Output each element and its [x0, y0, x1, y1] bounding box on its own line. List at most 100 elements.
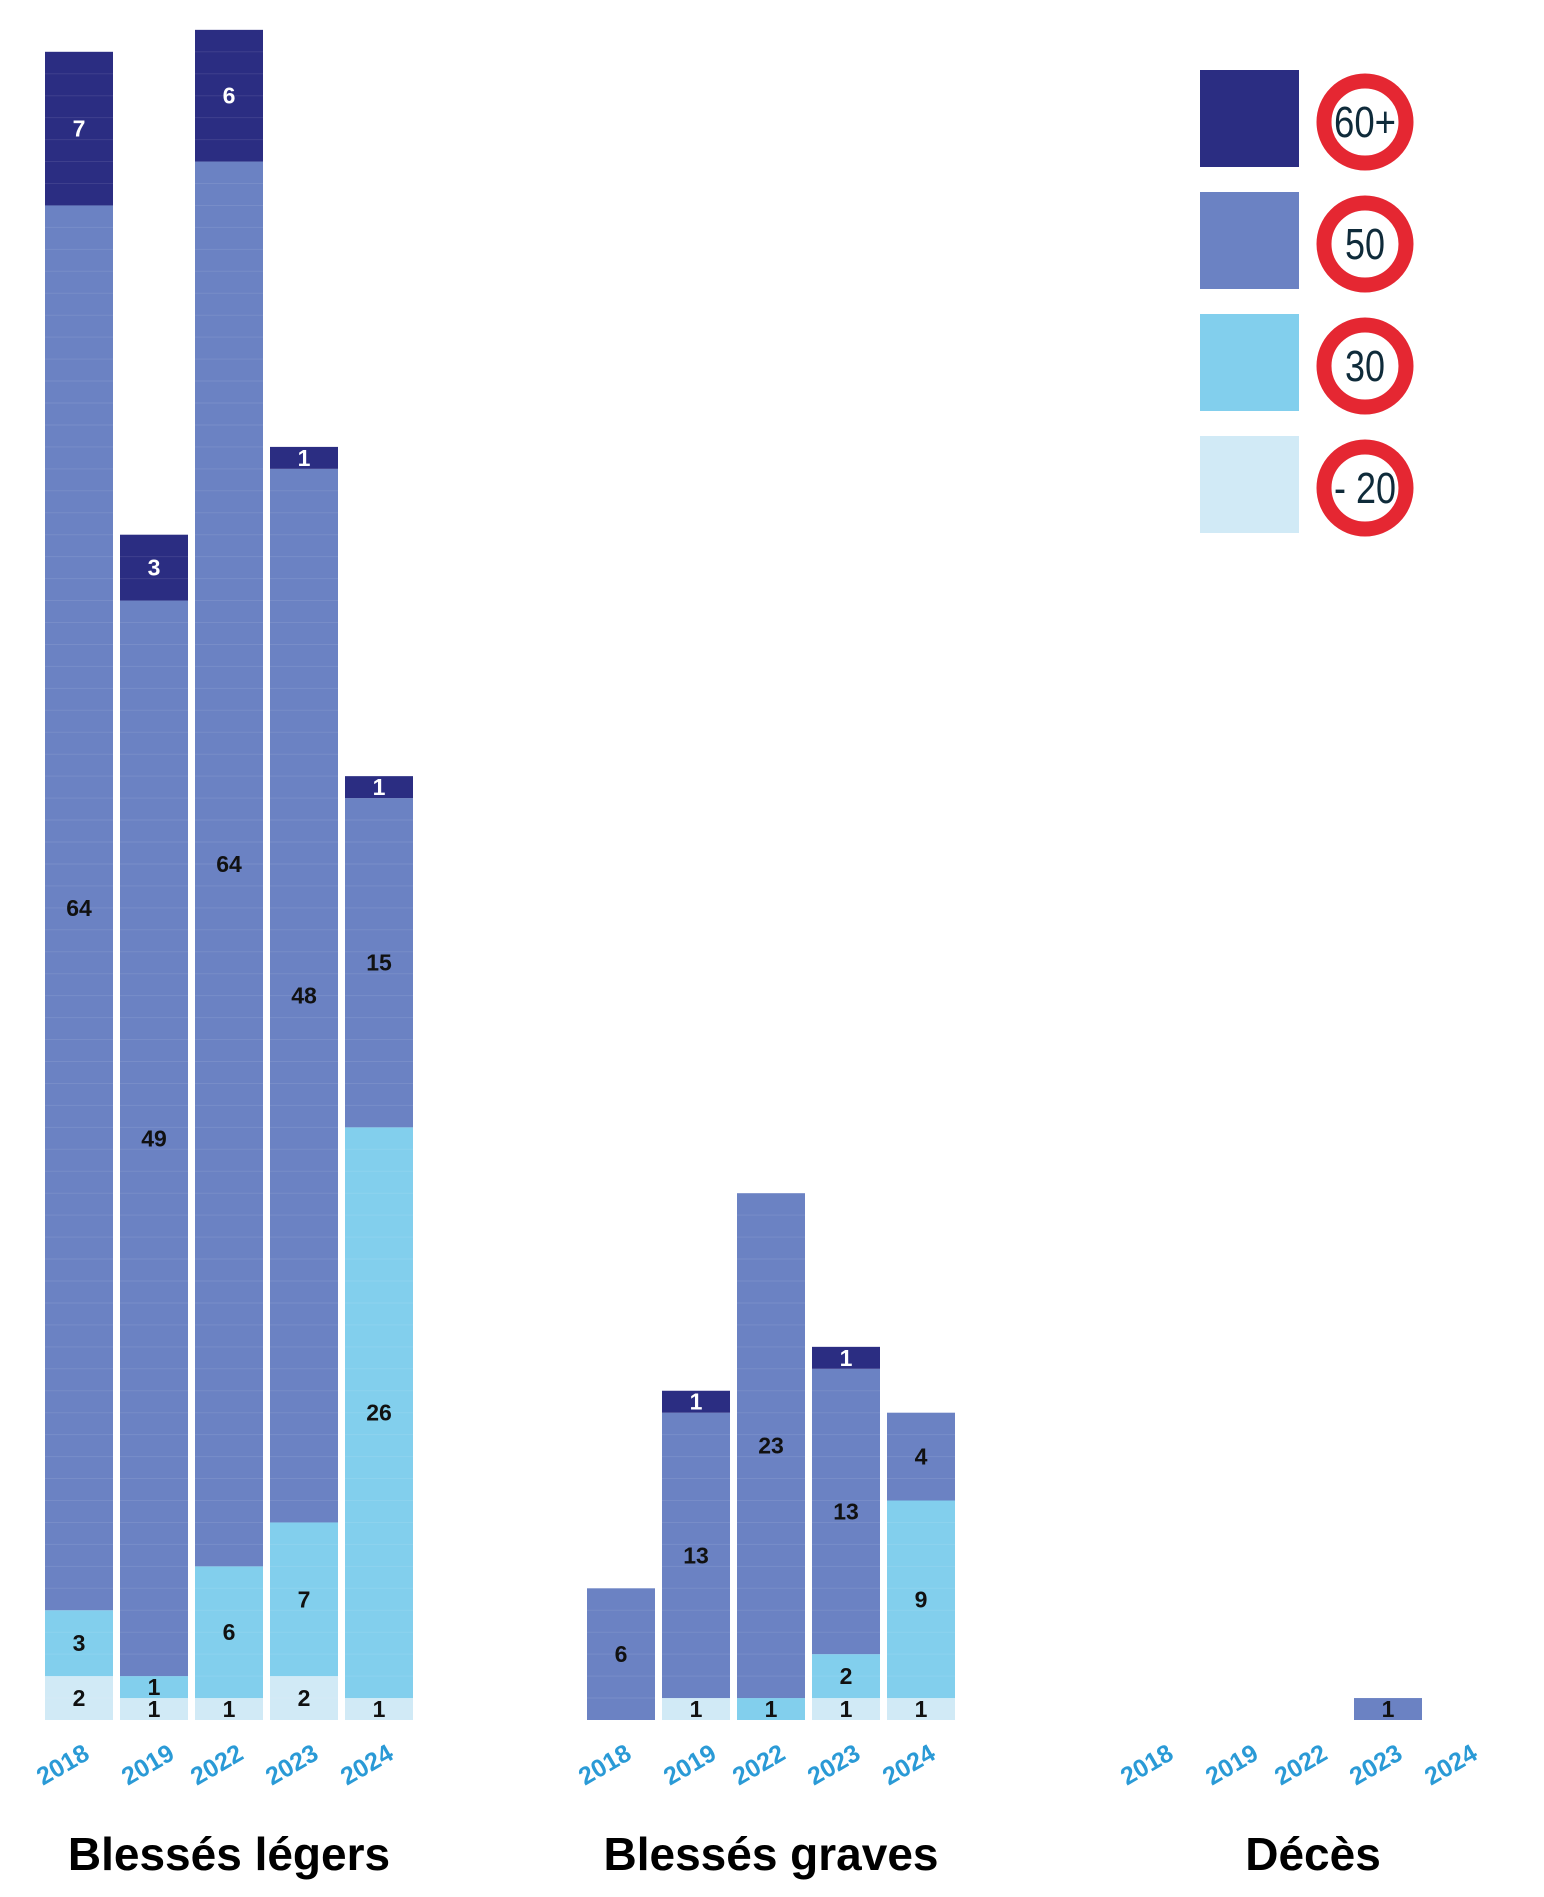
- tick-label-2024: 2024: [336, 1739, 398, 1791]
- bar-segment-blesses-legers-2023-20: [270, 1676, 338, 1720]
- bar-segment-blesses-graves-2023-20: [812, 1698, 880, 1720]
- bar-segment-blesses-graves-2023-50: [812, 1368, 880, 1655]
- bar-segment-blesses-legers-2024-30: [345, 1127, 413, 1699]
- data-label: 1: [298, 445, 311, 471]
- tick-label-2023: 2023: [1345, 1739, 1407, 1791]
- data-label: 1: [148, 1674, 161, 1700]
- speed-limit-sign-icon: [1316, 317, 1414, 415]
- legend-label-50: 50: [1345, 220, 1385, 269]
- data-label: 1: [840, 1696, 853, 1722]
- tick-label-2018: 2018: [574, 1739, 636, 1791]
- bar-segment-blesses-graves-2022-50: [737, 1193, 805, 1699]
- tick-label-2019: 2019: [117, 1739, 179, 1791]
- bar-segment-blesses-graves-2024-30: [887, 1500, 955, 1699]
- legend-swatch-60: [1200, 70, 1299, 167]
- group-title: Blessés graves: [603, 1828, 938, 1880]
- bar-segment-blesses-graves-2023-60: [812, 1346, 880, 1369]
- data-label: 1: [223, 1696, 236, 1722]
- tick-label-2022: 2022: [728, 1739, 790, 1791]
- data-label: 1: [915, 1696, 928, 1722]
- bar-segment-blesses-legers-2018-50: [45, 205, 113, 1611]
- bar-segment-blesses-legers-2018-20: [45, 1676, 113, 1720]
- data-label: 15: [366, 950, 392, 976]
- tick-label-2023: 2023: [261, 1739, 323, 1791]
- legend-label-30: 30: [1345, 342, 1385, 391]
- bar-segment-blesses-legers-2018-60: [45, 51, 113, 206]
- data-label: 3: [73, 1630, 86, 1656]
- data-label: 48: [291, 983, 317, 1009]
- bar-segment-blesses-graves-2019-60: [662, 1390, 730, 1413]
- data-label: 64: [66, 895, 92, 921]
- tick-label-2018: 2018: [32, 1739, 94, 1791]
- data-label: 26: [366, 1400, 392, 1426]
- bar-segment-blesses-legers-2023-30: [270, 1522, 338, 1677]
- data-label: 6: [223, 1619, 236, 1645]
- bar-segment-blesses-legers-2019-50: [120, 600, 188, 1677]
- tick-label-2019: 2019: [659, 1739, 721, 1791]
- group-title: Décès: [1245, 1828, 1381, 1880]
- bar-segment-blesses-graves-2019-50: [662, 1412, 730, 1699]
- data-label: 1: [690, 1696, 703, 1722]
- group-deces: 2018 2019 2022 1 2023 2024 Décès: [1116, 1696, 1482, 1880]
- tick-label-2018: 2018: [1116, 1739, 1178, 1791]
- data-label: 4: [915, 1444, 928, 1470]
- speed-limit-sign-icon: [1316, 73, 1414, 171]
- bar-segment-blesses-legers-2024-60: [345, 776, 413, 799]
- data-label: 64: [216, 851, 242, 877]
- legend-label-20: - 20: [1334, 464, 1396, 513]
- data-label: 3: [148, 555, 161, 581]
- data-label: 7: [73, 116, 86, 142]
- data-label: 13: [833, 1498, 859, 1524]
- tick-label-2022: 2022: [1270, 1739, 1332, 1791]
- data-label: 2: [73, 1685, 86, 1711]
- data-label: 9: [915, 1586, 928, 1612]
- bar-segment-blesses-legers-2023-50: [270, 468, 338, 1523]
- bar-segment-blesses-graves-2023-30: [812, 1654, 880, 1699]
- data-label: 1: [840, 1345, 853, 1371]
- tick-label-2019: 2019: [1201, 1739, 1263, 1791]
- bar-segment-blesses-legers-2022-60: [195, 29, 263, 162]
- legend: 60+ 50 30 - 20: [1200, 70, 1414, 537]
- bar-segment-blesses-graves-2019-20: [662, 1698, 730, 1720]
- data-label: 6: [223, 83, 236, 109]
- legend-swatch-30: [1200, 314, 1299, 411]
- bar-segment-blesses-legers-2019-20: [120, 1698, 188, 1720]
- tick-label-2024: 2024: [878, 1739, 940, 1791]
- group-blesses-graves: 6 2018 1 13 1 2019 1 23 2022 1 2 13 1 2023 1 9 4 2024 Bles…: [574, 1193, 955, 1880]
- bar-segment-blesses-legers-2022-30: [195, 1566, 263, 1699]
- speed-limit-sign-icon: [1316, 195, 1414, 293]
- data-label: 1: [765, 1696, 778, 1722]
- bar-segment-blesses-legers-2024-20: [345, 1698, 413, 1720]
- data-label: 6: [615, 1641, 628, 1667]
- bar-segment-blesses-legers-2022-50: [195, 161, 263, 1567]
- bar-segment-blesses-legers-2018-30: [45, 1610, 113, 1677]
- bar-segment-blesses-graves-2018-50: [587, 1588, 655, 1720]
- bar-segment-blesses-legers-2019-30: [120, 1676, 188, 1699]
- data-label: 23: [758, 1433, 784, 1459]
- group-blesses-legers: 2364720181149320191664620222748120231261…: [32, 29, 413, 1880]
- data-label: 1: [373, 774, 386, 800]
- bar-segment-blesses-graves-2024-20: [887, 1698, 955, 1720]
- bar-segment-blesses-graves-2022-30: [737, 1698, 805, 1720]
- tick-label-2023: 2023: [803, 1739, 865, 1791]
- bar-segment-deces-2023-50: [1354, 1698, 1422, 1720]
- data-label: 2: [298, 1685, 311, 1711]
- legend-label-60: 60+: [1334, 98, 1396, 147]
- legend-swatch-50: [1200, 192, 1299, 289]
- bar-segment-blesses-legers-2023-60: [270, 446, 338, 469]
- data-label: 7: [298, 1586, 311, 1612]
- data-label: 2: [840, 1663, 853, 1689]
- data-label: 1: [373, 1696, 386, 1722]
- tick-label-2024: 2024: [1420, 1739, 1482, 1791]
- data-label: 1: [690, 1389, 703, 1415]
- bar-segment-blesses-legers-2019-60: [120, 534, 188, 601]
- data-label: 13: [683, 1542, 709, 1568]
- data-label: 1: [148, 1696, 161, 1722]
- bar-segment-blesses-legers-2024-50: [345, 798, 413, 1128]
- bar-segment-blesses-graves-2024-50: [887, 1412, 955, 1501]
- data-label: 1: [1382, 1696, 1395, 1722]
- group-title: Blessés légers: [68, 1828, 390, 1880]
- tick-label-2022: 2022: [186, 1739, 248, 1791]
- speed-limit-sign-icon: [1316, 439, 1414, 537]
